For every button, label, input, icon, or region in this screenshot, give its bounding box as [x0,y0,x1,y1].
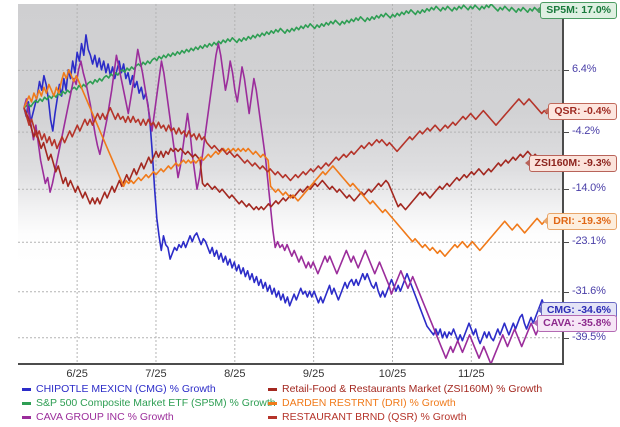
y-axis-tick-mark [564,189,569,191]
end-label-dri: DRI: -19.3% [543,213,617,231]
legend-label: RESTAURANT BRND (QSR) % Growth [282,411,467,423]
legend-swatch-icon [22,415,31,419]
x-axis-tick-label: 8/25 [224,368,246,380]
plot-area [18,4,562,364]
x-axis-tick-label: 10/25 [378,368,407,380]
y-axis-tick-label: -31.6% [572,284,606,297]
line-series-cava [23,42,562,364]
y-axis-tick-label: -4.2% [572,125,600,138]
chart-legend: CHIPOTLE MEXICN (CMG) % Growth S&P 500 Co… [0,383,620,427]
line-series-zsi160m [23,107,562,211]
line-series-sp5m [23,4,562,109]
legend-item[interactable]: DARDEN RESTRNT (DRI) % Growth [268,397,456,409]
legend-label: CAVA GROUP INC % Growth [36,411,174,423]
end-label-zsi160m: ZSI160M: -9.3% [524,154,617,172]
x-axis-tick-label: 6/25 [66,368,88,380]
y-axis-tick-label: -23.1% [572,235,606,248]
legend-swatch-icon [268,401,277,405]
legend-swatch-icon [268,387,277,391]
x-axis-tick-label: 11/25 [457,368,485,380]
y-axis-tick-label: -39.5% [572,330,606,343]
y-axis-tick-mark [564,132,569,134]
legend-item[interactable]: RESTAURANT BRND (QSR) % Growth [268,411,467,423]
y-axis-tick-label: 6.4% [572,63,597,76]
end-label-sp5m: SP5M: 17.0% [536,1,617,19]
y-axis-tick-mark [564,337,569,339]
end-label-qsr: QSR: -0.4% [544,103,617,121]
legend-swatch-icon [22,401,31,405]
legend-item[interactable]: S&P 500 Composite Market ETF (SP5M) % Gr… [22,397,276,409]
end-label-cmg: CMG: -34.6% [536,302,617,320]
legend-label: CHIPOTLE MEXICN (CMG) % Growth [36,383,216,395]
legend-item[interactable]: CHIPOTLE MEXICN (CMG) % Growth [22,383,216,395]
y-axis-line [562,4,564,365]
y-axis-tick-mark [564,242,569,244]
y-axis-tick-mark [564,70,569,72]
line-series-qsr [23,98,562,182]
legend-item[interactable]: CAVA GROUP INC % Growth [22,411,174,423]
x-axis-tick-label: 7/25 [145,368,167,380]
legend-swatch-icon [268,415,277,419]
end-label-cava: CAVA: -35.8% [533,315,617,333]
series-lines [18,4,562,364]
line-series-dri [23,69,562,258]
legend-swatch-icon [22,387,31,391]
y-axis-tick-label: -14.0% [572,182,606,195]
x-axis-tick-label: 9/25 [302,368,325,380]
legend-item[interactable]: Retail-Food & Restaurants Market (ZSI160… [268,383,542,395]
legend-label: DARDEN RESTRNT (DRI) % Growth [282,397,456,409]
y-axis-tick-mark [564,291,569,293]
x-axis-line [18,363,564,365]
legend-label: Retail-Food & Restaurants Market (ZSI160… [282,383,543,395]
line-series-cmg [23,34,562,345]
legend-label: S&P 500 Composite Market ETF (SP5M) % Gr… [36,397,276,409]
